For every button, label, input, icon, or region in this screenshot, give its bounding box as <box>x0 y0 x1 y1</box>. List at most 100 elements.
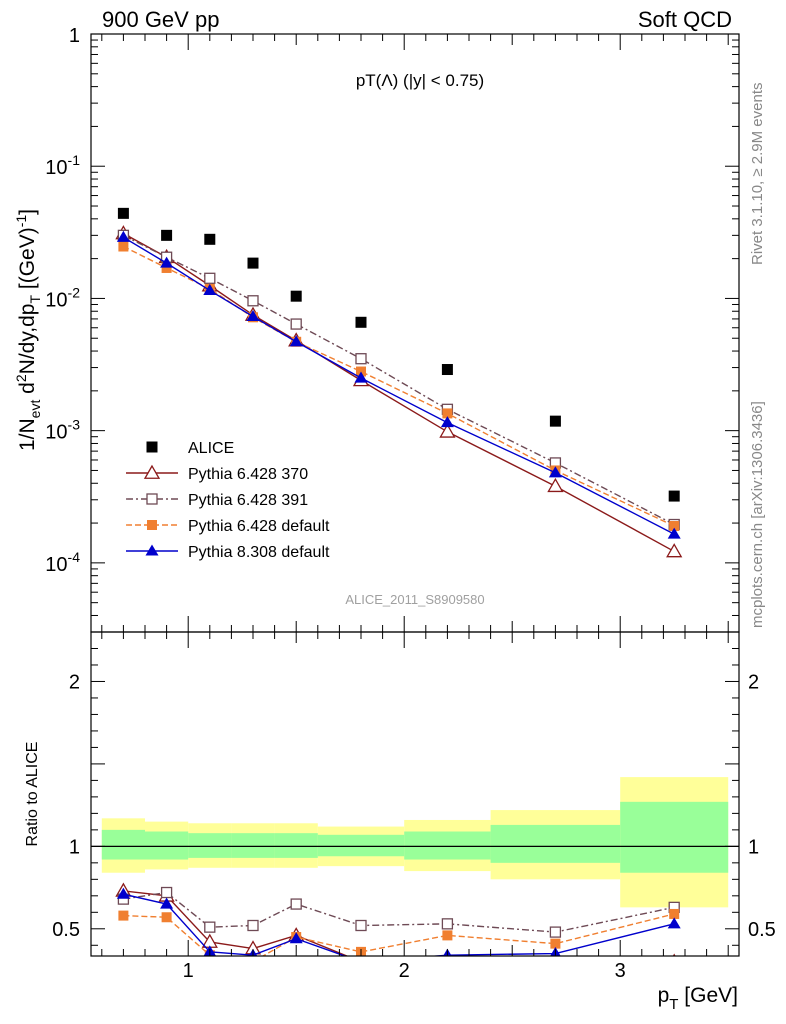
ratio-data-point <box>204 921 216 933</box>
ratio-panel: 0.5 0.51 12 21 2 3 Ratio to ALICE pT [GeV] <box>24 631 776 1013</box>
legend-label: Pythia 6.428 391 <box>188 492 308 509</box>
main-data-point <box>439 423 456 438</box>
main-data-point <box>117 207 129 219</box>
ratio-y-tick-label-right: 0.5 <box>748 919 776 941</box>
ratio-y-tick-label-right: 1 <box>748 836 759 858</box>
main-data-point <box>247 295 259 307</box>
ratio-data-point <box>355 919 367 932</box>
main-data-point <box>440 416 454 428</box>
main-data-point <box>161 262 172 273</box>
ratio-band-stat <box>231 833 275 858</box>
main-y-tick-label: 10-2 <box>45 284 80 311</box>
main-data-point <box>666 543 683 558</box>
legend-label: Pythia 6.428 370 <box>188 466 308 483</box>
main-ticks: 10-410-310-210-11 <box>45 25 739 633</box>
ratio-y-tick-label: 0.5 <box>52 919 80 941</box>
legend-entry: ALICE <box>146 440 234 457</box>
main-data-point <box>355 316 367 328</box>
main-data-point <box>290 290 302 302</box>
ratio-data-point <box>442 930 453 941</box>
legend-marker <box>146 493 158 505</box>
main-data-point <box>204 272 216 284</box>
main-data-point <box>441 364 453 376</box>
legend-entry: Pythia 6.428 370 <box>126 464 308 483</box>
ratio-ticks: 0.5 0.5 1 1 2 2 1 2 3 <box>52 632 776 982</box>
legend-marker <box>145 544 159 556</box>
main-series-4 <box>116 230 681 539</box>
main-series-line <box>123 234 675 526</box>
main-data-point <box>290 318 302 330</box>
main-data-point <box>667 527 681 539</box>
ratio-band-stat <box>317 834 405 857</box>
main-data-point <box>246 310 260 322</box>
main-data-point <box>549 415 561 427</box>
ratio-data-point <box>290 898 302 910</box>
ratio-data-layer <box>91 777 739 956</box>
main-data-point <box>356 366 366 377</box>
ratio-y-axis-label: Ratio to ALICE <box>24 742 41 847</box>
ratio-band-stat <box>490 824 621 863</box>
ratio-band-stat <box>620 801 729 873</box>
x-tick-label: 3 <box>615 960 626 982</box>
header-left: 900 GeV pp <box>102 7 219 32</box>
ratio-series-layer <box>115 882 681 956</box>
ratio-data-point <box>116 887 130 899</box>
main-data-layer <box>115 207 683 558</box>
ratio-data-point <box>289 932 303 944</box>
ratio-data-point <box>160 886 173 899</box>
main-data-point <box>548 466 562 478</box>
ratio-data-point <box>550 938 561 949</box>
ratio-band-stat <box>274 833 318 858</box>
legend-entry: Pythia 6.428 391 <box>126 492 308 509</box>
legend-label: Pythia 6.428 default <box>188 518 330 535</box>
legend-entry: Pythia 8.308 default <box>126 544 330 561</box>
main-data-point <box>547 477 564 493</box>
main-data-point <box>160 256 174 268</box>
main-data-point <box>247 257 259 269</box>
main-panel: 10-410-310-210-11 pT(Λ) (|y| < 0.75) ALI… <box>13 25 740 633</box>
main-series-0 <box>117 207 680 502</box>
ratio-band-stat <box>145 831 189 860</box>
ratio-data-point <box>118 910 129 921</box>
main-series-line <box>123 245 675 527</box>
rivet-label: Rivet 3.1.10, ≥ 2.9M events <box>749 83 766 266</box>
legend-marker <box>143 464 161 479</box>
ratio-data-point <box>247 919 259 932</box>
main-data-point <box>116 230 130 242</box>
main-data-point <box>668 490 680 502</box>
main-title: pT(Λ) (|y| < 0.75) <box>356 71 484 90</box>
ratio-data-point <box>667 917 681 929</box>
ratio-data-point <box>160 897 174 909</box>
ratio-band-stat <box>101 829 145 860</box>
legend-marker <box>146 441 158 453</box>
ratio-data-point <box>549 926 562 938</box>
ratio-y-tick-label: 1 <box>69 836 80 858</box>
header-right: Soft QCD <box>638 7 732 32</box>
main-y-axis-label: 1/Nevt d2N/dy,dpT [(GeV)-1] <box>13 209 43 451</box>
ratio-data-point <box>669 908 680 919</box>
ratio-series-1 <box>117 886 680 938</box>
legend-marker <box>147 520 157 530</box>
legend: ALICE Pythia 6.428 370 Pythia 6.428 391 Pyt… <box>126 440 330 561</box>
ratio-data-point <box>161 912 172 923</box>
main-y-tick-label: 1 <box>69 25 80 47</box>
main-data-point <box>118 241 129 252</box>
main-data-point <box>161 229 173 241</box>
main-data-point <box>289 335 303 347</box>
ratio-frame <box>90 631 740 957</box>
ratio-y-tick-label: 2 <box>69 671 80 693</box>
ratio-band-stat <box>188 833 232 858</box>
x-tick-label: 1 <box>183 960 194 982</box>
watermark: ALICE_2011_S8909580 <box>345 592 484 607</box>
mcplots-label: mcplots.cern.ch [arXiv:1306.3436] <box>749 401 766 628</box>
main-data-point <box>354 371 368 383</box>
ratio-data-point <box>441 918 454 930</box>
ratio-band-stat <box>404 831 491 860</box>
ratio-series-3 <box>116 887 681 956</box>
main-data-point <box>355 353 367 365</box>
legend-label: ALICE <box>188 440 234 457</box>
main-data-point <box>203 283 217 295</box>
main-data-point <box>204 233 216 245</box>
main-data-point <box>442 408 453 419</box>
